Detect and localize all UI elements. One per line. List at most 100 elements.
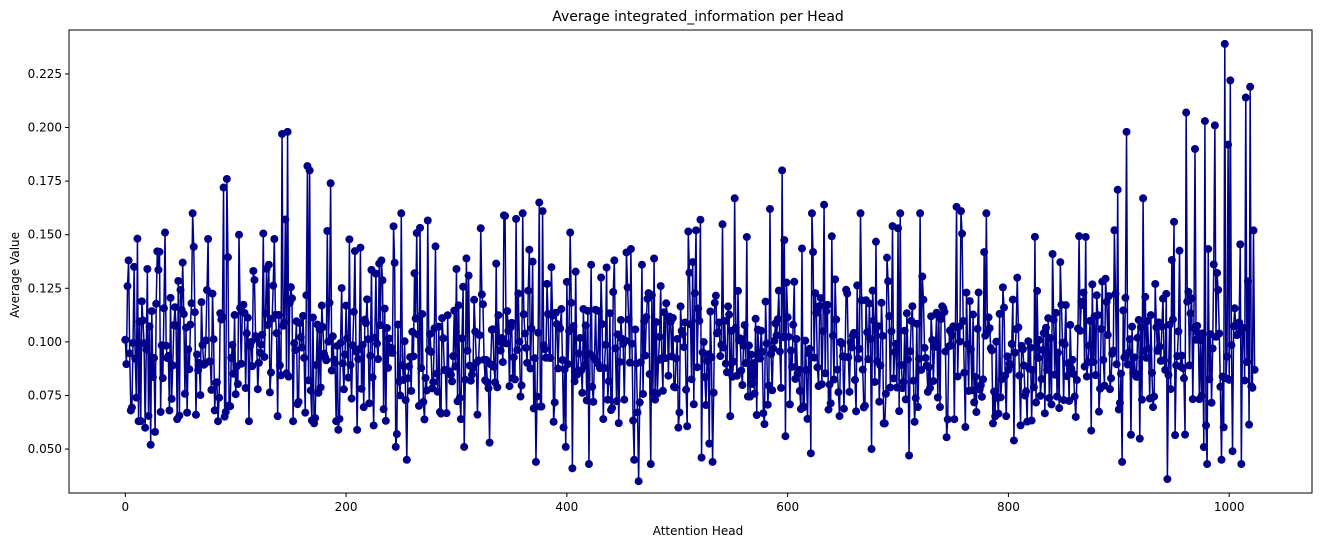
data-point — [1109, 346, 1118, 355]
data-point — [982, 209, 991, 218]
data-point — [190, 308, 199, 317]
data-point — [317, 301, 326, 310]
data-point — [193, 350, 202, 359]
data-point — [531, 457, 540, 466]
data-point — [931, 339, 940, 348]
data-point — [998, 283, 1007, 292]
data-point — [485, 438, 494, 447]
data-point — [864, 355, 873, 364]
data-point — [748, 379, 757, 388]
data-point — [708, 457, 717, 466]
data-point — [209, 335, 218, 344]
data-point — [741, 359, 750, 368]
data-point — [672, 354, 681, 363]
data-point — [803, 414, 812, 423]
data-point — [581, 321, 590, 330]
data-point — [569, 322, 578, 331]
y-tick-label: 0.175 — [28, 174, 62, 188]
data-point — [1164, 371, 1173, 380]
data-point — [563, 360, 572, 369]
data-point — [162, 341, 171, 350]
data-point — [1185, 361, 1194, 370]
data-point — [745, 341, 754, 350]
data-point — [509, 353, 518, 362]
data-point — [860, 401, 869, 410]
data-point — [1166, 385, 1175, 394]
data-point — [935, 403, 944, 412]
data-point — [1072, 375, 1081, 384]
data-point — [178, 258, 187, 267]
data-point — [716, 352, 725, 361]
data-point — [633, 408, 642, 417]
data-point — [289, 417, 298, 426]
data-point — [432, 369, 441, 378]
data-point — [1111, 289, 1120, 298]
data-point — [201, 336, 210, 345]
data-point — [636, 358, 645, 367]
data-point — [883, 253, 891, 262]
data-point — [751, 314, 760, 323]
data-point — [970, 398, 979, 407]
data-point — [396, 391, 405, 400]
data-point — [1149, 403, 1158, 412]
data-point — [354, 355, 363, 364]
data-point — [419, 397, 428, 406]
y-tick-label: 0.125 — [28, 281, 62, 295]
data-point — [228, 340, 237, 349]
data-point — [676, 302, 685, 311]
data-point — [380, 304, 389, 313]
data-point — [259, 229, 268, 238]
data-point — [1062, 372, 1071, 381]
data-point — [778, 166, 787, 175]
data-point — [364, 335, 373, 344]
data-point — [662, 299, 671, 308]
data-point — [227, 353, 236, 362]
data-point — [391, 442, 400, 451]
data-point — [1228, 447, 1237, 456]
data-point — [765, 204, 774, 213]
data-point — [603, 395, 612, 404]
data-point — [1037, 375, 1046, 384]
data-point — [847, 343, 856, 352]
data-point — [919, 295, 928, 304]
data-point — [1013, 273, 1022, 282]
data-point — [1065, 396, 1074, 405]
data-point — [141, 423, 150, 432]
data-point — [668, 314, 677, 323]
data-point — [206, 357, 215, 366]
data-point — [1112, 360, 1121, 369]
data-point — [398, 361, 407, 370]
data-point — [956, 207, 965, 216]
data-point — [124, 256, 133, 265]
data-point — [191, 410, 200, 419]
data-point — [1056, 258, 1065, 267]
data-point — [884, 277, 893, 286]
data-point — [722, 368, 731, 377]
data-point — [1053, 392, 1061, 401]
data-point — [866, 335, 875, 343]
data-point — [1150, 392, 1159, 401]
data-point — [155, 247, 164, 256]
data-point — [853, 281, 862, 290]
data-point — [270, 234, 279, 243]
data-point — [525, 245, 534, 254]
data-point — [933, 393, 942, 402]
data-point — [901, 395, 910, 404]
data-point — [720, 316, 729, 325]
data-point — [1248, 383, 1257, 392]
data-point — [264, 260, 273, 269]
data-point — [894, 224, 903, 233]
data-point — [296, 333, 305, 342]
data-point — [1049, 315, 1058, 324]
data-point — [1118, 457, 1127, 466]
chart-title: Average integrated_information per Head — [552, 9, 844, 25]
data-point — [476, 224, 485, 233]
data-point — [188, 209, 197, 218]
data-point — [725, 310, 734, 319]
data-point — [817, 380, 826, 389]
data-point — [556, 324, 565, 333]
data-point — [235, 230, 243, 239]
data-point — [580, 361, 589, 370]
data-point — [1243, 277, 1252, 286]
data-point — [449, 352, 458, 361]
